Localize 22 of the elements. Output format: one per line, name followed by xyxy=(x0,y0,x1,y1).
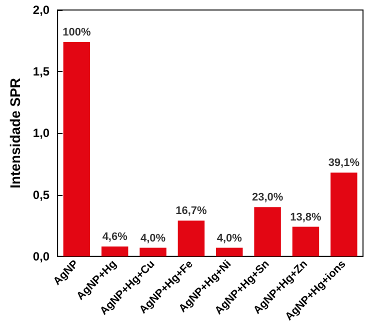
bar xyxy=(178,220,205,256)
y-tick-label: 2,0 xyxy=(32,3,50,17)
y-tick-label: 0,5 xyxy=(32,188,50,202)
annotation: 16,7% xyxy=(176,205,208,218)
bar xyxy=(63,42,90,256)
annotation: 4,0% xyxy=(140,232,166,244)
y-axis-title: Intensidade SPR xyxy=(7,78,23,188)
bar xyxy=(140,248,166,256)
annotation: 23,0% xyxy=(252,192,284,204)
bar xyxy=(292,226,320,256)
bar xyxy=(101,246,128,256)
annotation: 13,8% xyxy=(290,211,322,224)
y-tick-label: 1,5 xyxy=(32,64,50,79)
bar xyxy=(254,207,281,256)
annotation: 39,1% xyxy=(328,157,360,170)
annotation: 100% xyxy=(62,26,91,39)
bar xyxy=(216,248,243,256)
y-tick-label: 0,0 xyxy=(32,249,50,264)
y-tick-label: 1,0 xyxy=(32,126,50,140)
annotation: 4,6% xyxy=(102,231,128,244)
bar xyxy=(330,172,358,256)
annotation: 4,0% xyxy=(216,232,242,244)
